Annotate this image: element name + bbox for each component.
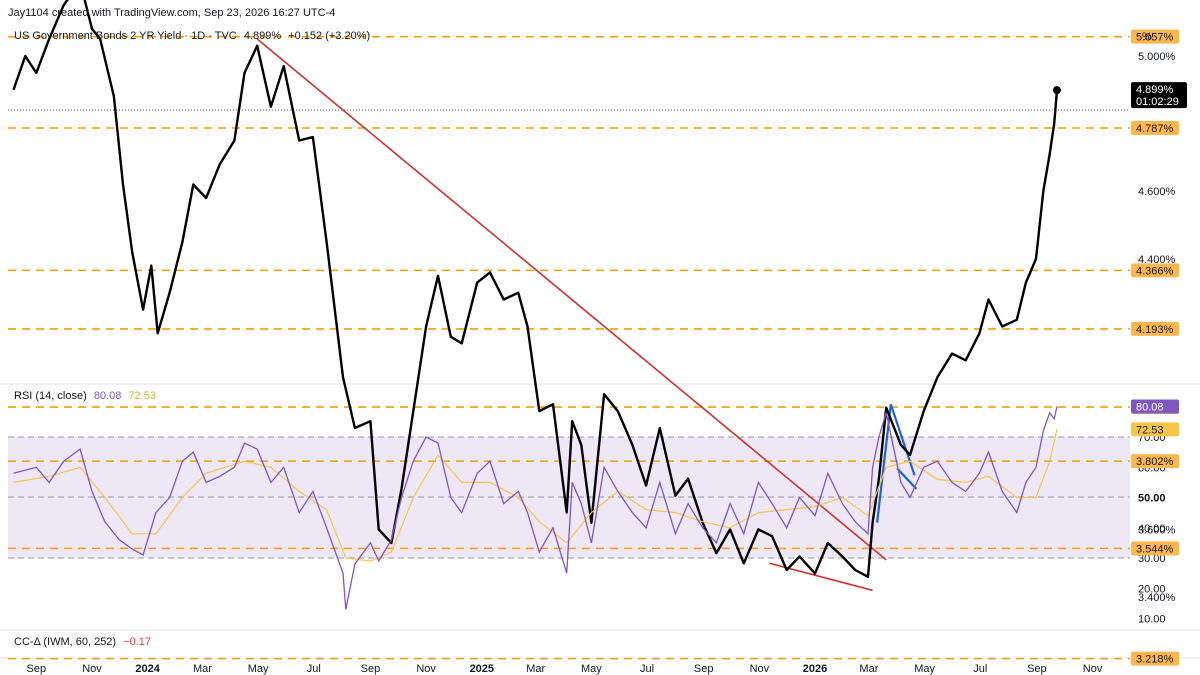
price-tick-5: 3.600%	[1138, 524, 1176, 536]
symbol-last-value: 4.899%	[243, 30, 282, 42]
time-tick-15: Mar	[859, 663, 878, 675]
symbol-legend[interactable]: US Government Bonds 2 YR Yield · 1D · TV…	[14, 30, 374, 42]
level-badge-2: 4.366%	[1136, 265, 1174, 277]
chart-attribution: Jay1104 created with TradingView.com, Se…	[8, 7, 339, 19]
rsi-tick-4: 30.00	[1138, 553, 1166, 565]
time-tick-12: Sep	[694, 663, 714, 675]
time-tick-8: 2025	[470, 663, 494, 675]
time-tick-10: May	[581, 663, 602, 675]
level-badge-0-bg	[1131, 29, 1179, 44]
time-tick-7: Nov	[416, 663, 436, 675]
rsi-tick-3: 40.00	[1138, 523, 1166, 535]
rsi-title: RSI (14, close)	[14, 390, 87, 402]
rsi-ma-value-badge-bg	[1131, 422, 1179, 437]
bar-countdown: 01:02:29	[1136, 96, 1179, 108]
rsi-value-badge-bg	[1131, 399, 1179, 414]
level-badge-2-bg	[1131, 263, 1179, 278]
level-badge-3-bg	[1131, 321, 1179, 336]
time-tick-14: 2026	[803, 663, 827, 675]
price-tick-1: 5.000%	[1138, 51, 1176, 63]
rsi-value-badge: 80.08	[1136, 402, 1164, 414]
symbol-title: US Government Bonds 2 YR Yield · 1D · TV…	[14, 30, 237, 42]
rsi-legend[interactable]: RSI (14, close) 80.08 72.53	[14, 390, 160, 402]
flag-line-2[interactable]	[896, 467, 918, 490]
cc-legend[interactable]: CC-Δ (IWM, 60, 252) −0.17	[14, 636, 155, 648]
level-badge-7: 3.218%	[1136, 654, 1174, 666]
time-tick-3: Mar	[193, 663, 212, 675]
level-badge-6: 3.544%	[1136, 543, 1174, 555]
rsi-tick-2: 50.00	[1138, 493, 1166, 505]
level-badge-3: 4.193%	[1136, 324, 1174, 336]
price-scale-unit: %	[1142, 31, 1152, 43]
last-price-dot	[1052, 86, 1061, 95]
rsi-ma-value-badge: 72.53	[1136, 424, 1164, 436]
level-badge-1: 4.787%	[1136, 123, 1174, 135]
time-tick-2: 2024	[135, 663, 160, 675]
time-tick-16: May	[914, 663, 935, 675]
level-badge-5-bg	[1131, 454, 1179, 469]
cc-title: CC-Δ (IWM, 60, 252)	[14, 636, 117, 648]
current-price-badge: 4.899%	[1136, 84, 1174, 96]
time-tick-6: Sep	[361, 663, 381, 675]
time-tick-9: Mar	[526, 663, 545, 675]
level-badge-7-bg	[1131, 651, 1179, 666]
time-tick-17: Jul	[973, 663, 987, 675]
level-badge-6-bg	[1131, 541, 1179, 556]
flag-line-1[interactable]	[889, 403, 916, 476]
time-tick-0: Sep	[27, 663, 47, 675]
price-scale-badges: 5.057%4.787%4.366%4.193%3.962%3.802%3.54…	[1131, 29, 1187, 666]
trendline-resistance[interactable]	[256, 38, 887, 561]
price-tick-2: 4.600%	[1138, 186, 1176, 198]
symbol-change: +0.152 (+3.20%)	[288, 30, 371, 42]
current-price-badge-bg	[1131, 82, 1187, 109]
rsi-legend-value: 80.08	[93, 390, 122, 402]
time-tick-4: May	[248, 663, 269, 675]
price-series-line	[12, 0, 1059, 578]
time-tick-11: Jul	[640, 663, 654, 675]
time-tick-18: Sep	[1027, 663, 1047, 675]
time-tick-1: Nov	[82, 663, 102, 675]
attribution-text: Jay1104 created with TradingView.com, Se…	[8, 7, 336, 19]
time-axis-ticks: Sep Nov 2024 Mar May Jul Sep Nov 2025 Mar May Jul Se…	[27, 663, 1103, 675]
level-badge-5: 3.802%	[1136, 456, 1174, 468]
rsi-tick-6: 10.00	[1138, 614, 1166, 626]
rsi-ma-line	[13, 429, 1058, 562]
price-tick-3: 4.400%	[1138, 254, 1176, 266]
price-scale-ticks: 5.200%5.000%4.600%4.400%3.800%3.600%3.40…	[1138, 51, 1176, 604]
level-badge-1-bg	[1131, 121, 1179, 135]
rsi-ma-legend-value: 72.53	[128, 390, 156, 402]
time-tick-19: Nov	[1083, 663, 1103, 675]
horizontal-levels	[8, 35, 1130, 660]
rsi-tick-5: 20.00	[1138, 583, 1166, 595]
time-tick-13: Nov	[750, 663, 770, 675]
cc-value: −0.17	[123, 636, 151, 648]
level-badge-0: 5.057%	[1136, 32, 1174, 44]
time-tick-5: Jul	[307, 663, 321, 675]
rsi-line	[13, 406, 1058, 610]
price-tick-6: 3.400%	[1138, 592, 1176, 604]
